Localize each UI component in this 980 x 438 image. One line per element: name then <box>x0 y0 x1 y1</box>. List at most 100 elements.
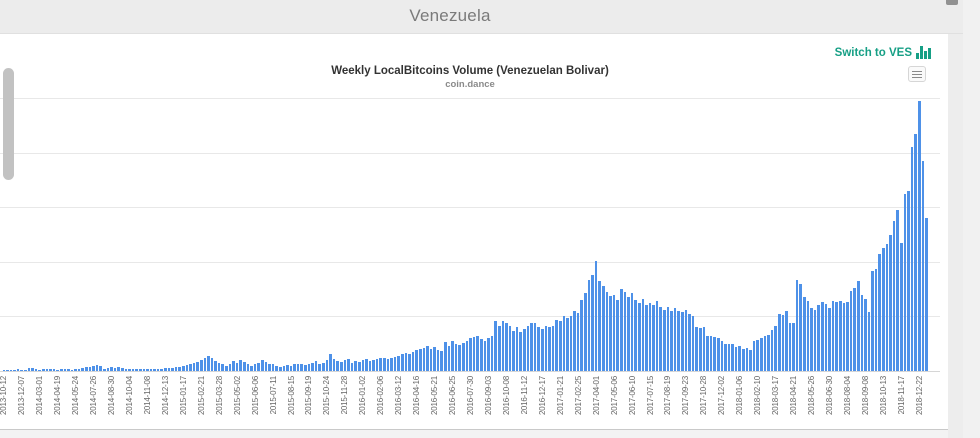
bar <box>2 369 6 371</box>
bar <box>541 329 544 371</box>
bar <box>289 366 293 371</box>
x-tick-label: 2016-09-03 <box>483 376 493 415</box>
bar <box>616 300 619 371</box>
bar <box>724 343 727 371</box>
bar <box>77 368 81 371</box>
bar <box>594 260 598 371</box>
bar <box>713 336 716 371</box>
gridline <box>0 316 940 318</box>
bar <box>31 367 34 371</box>
bar <box>13 369 16 371</box>
scrollbar-thumb[interactable] <box>3 68 14 180</box>
bar <box>569 316 573 371</box>
bar <box>580 300 584 371</box>
bar <box>329 354 332 371</box>
bar <box>706 335 709 371</box>
bar <box>38 369 41 371</box>
bar <box>641 298 645 371</box>
bar <box>774 325 777 371</box>
x-tick-label: 2017-05-06 <box>609 376 619 415</box>
bar <box>925 218 928 371</box>
x-tick-label: 2014-11-08 <box>142 376 152 415</box>
bar <box>444 342 447 371</box>
bar <box>275 366 278 371</box>
bar <box>666 306 670 371</box>
bar <box>278 366 282 371</box>
bar <box>113 368 117 371</box>
bar <box>494 321 497 371</box>
bar <box>81 368 85 371</box>
scrollbar-gutter <box>948 34 963 438</box>
bar <box>296 363 300 371</box>
bar <box>716 338 720 371</box>
bar <box>153 368 156 371</box>
chart-context-menu-button[interactable] <box>908 66 926 82</box>
bar <box>106 368 110 371</box>
bar <box>386 359 390 371</box>
bar <box>178 366 181 371</box>
bar <box>867 311 871 371</box>
bar <box>142 368 146 371</box>
x-tick-label: 2014-10-04 <box>124 376 134 415</box>
bar <box>874 269 878 371</box>
x-tick-label: 2015-03-28 <box>214 376 224 415</box>
bar <box>663 309 666 371</box>
bar <box>605 291 609 371</box>
bar <box>440 350 444 371</box>
bar <box>810 308 813 371</box>
bar <box>361 360 365 371</box>
x-tick-label: 2015-09-19 <box>304 376 314 415</box>
bar <box>681 312 684 371</box>
bar <box>92 365 95 371</box>
bar <box>738 346 742 371</box>
bar <box>551 326 555 371</box>
bar <box>268 363 271 371</box>
x-tick-label: 2014-07-26 <box>89 376 99 415</box>
x-tick-label: 2017-10-28 <box>699 376 709 415</box>
bar <box>487 338 490 371</box>
x-tick-label: 2018-02-10 <box>753 376 763 415</box>
bar <box>174 367 178 371</box>
gridline <box>0 207 940 209</box>
bar <box>849 291 853 371</box>
bar <box>41 369 45 371</box>
bar <box>896 209 899 371</box>
x-tick-label: 2018-03-17 <box>771 376 781 415</box>
bar <box>558 321 562 371</box>
bar <box>799 283 803 371</box>
bar <box>591 275 594 371</box>
bar <box>110 367 113 371</box>
bar <box>138 369 142 371</box>
switch-to-ves-link[interactable]: Switch to VES <box>834 47 912 59</box>
bar <box>210 358 214 371</box>
bar <box>182 366 185 371</box>
bar <box>67 369 70 371</box>
x-tick-label: 2017-02-25 <box>573 376 583 415</box>
bar <box>462 342 465 371</box>
bar <box>842 303 846 371</box>
bar <box>587 279 591 371</box>
bar <box>691 316 695 371</box>
bar <box>350 362 354 371</box>
bar <box>637 302 641 371</box>
bar <box>56 369 59 371</box>
bar <box>831 301 835 371</box>
bar <box>103 368 106 371</box>
x-tick-label: 2014-12-13 <box>160 376 170 415</box>
bar <box>505 322 508 371</box>
bar <box>907 190 910 371</box>
bar <box>835 301 838 371</box>
bar <box>207 356 210 371</box>
scrollbar-track[interactable] <box>963 0 980 438</box>
bar <box>318 363 321 371</box>
bar <box>702 327 706 371</box>
bar <box>670 310 673 371</box>
bar <box>709 335 713 371</box>
bar <box>185 365 189 371</box>
bar <box>838 301 842 371</box>
bar <box>257 362 260 371</box>
scrollbar-up-button[interactable] <box>946 0 958 5</box>
bar <box>393 357 397 371</box>
bar <box>372 360 375 371</box>
bar <box>433 346 436 371</box>
